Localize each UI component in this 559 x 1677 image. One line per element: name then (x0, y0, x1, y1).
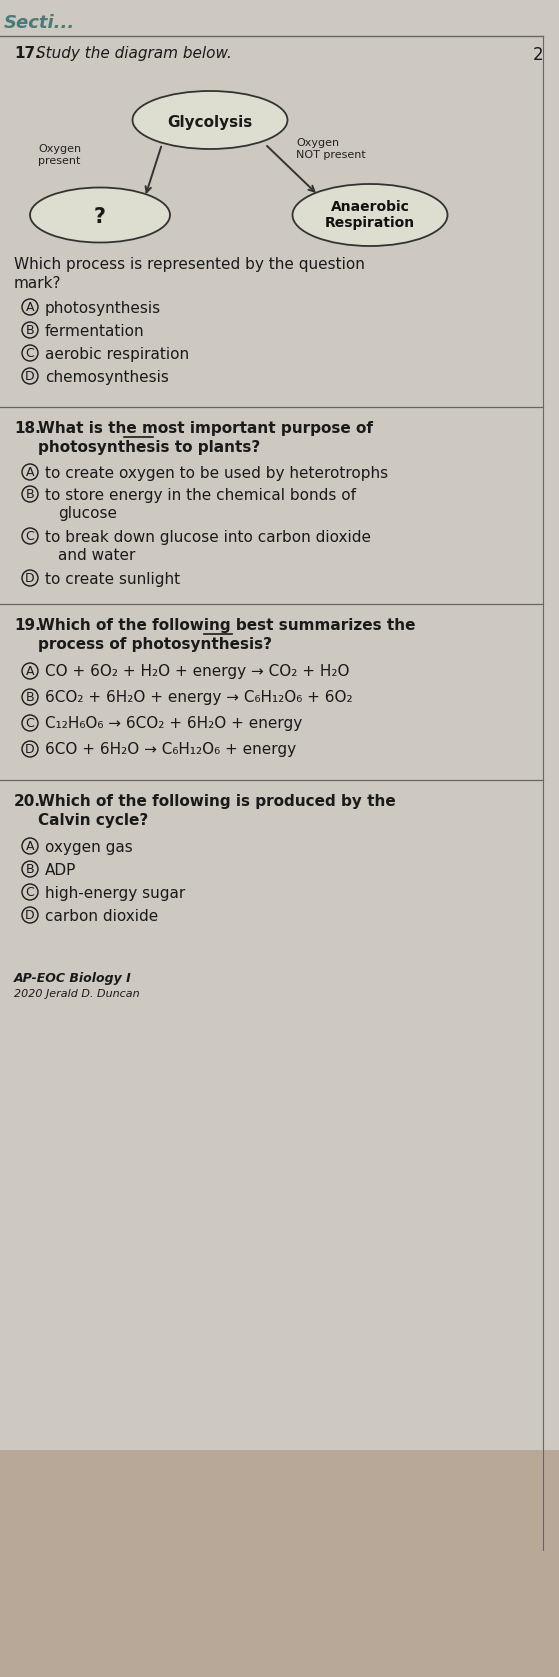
Text: C: C (26, 716, 34, 729)
Text: glucose: glucose (58, 506, 117, 522)
Text: A: A (26, 664, 34, 678)
Text: high-energy sugar: high-energy sugar (45, 885, 185, 901)
Text: B: B (26, 862, 34, 875)
Text: 6CO + 6H₂O → C₆H₁₂O₆ + energy: 6CO + 6H₂O → C₆H₁₂O₆ + energy (45, 741, 296, 756)
Text: to break down glucose into carbon dioxide: to break down glucose into carbon dioxid… (45, 530, 371, 545)
Text: to create sunlight: to create sunlight (45, 572, 180, 587)
Text: C: C (26, 885, 34, 899)
Text: Calvin cycle?: Calvin cycle? (38, 813, 148, 828)
Text: C₁₂H₆O₆ → 6CO₂ + 6H₂O + energy: C₁₂H₆O₆ → 6CO₂ + 6H₂O + energy (45, 716, 302, 731)
Text: 20.: 20. (14, 793, 41, 808)
Text: 6CO₂ + 6H₂O + energy → C₆H₁₂O₆ + 6O₂: 6CO₂ + 6H₂O + energy → C₆H₁₂O₆ + 6O₂ (45, 689, 353, 704)
Text: Study the diagram below.: Study the diagram below. (36, 45, 232, 60)
Ellipse shape (292, 184, 448, 247)
Ellipse shape (30, 188, 170, 243)
Text: aerobic respiration: aerobic respiration (45, 347, 189, 362)
Text: Anaerobic
Respiration: Anaerobic Respiration (325, 200, 415, 230)
Text: C: C (26, 347, 34, 359)
Text: CO + 6O₂ + H₂O + energy → CO₂ + H₂O: CO + 6O₂ + H₂O + energy → CO₂ + H₂O (45, 664, 349, 679)
Text: 18.: 18. (14, 421, 41, 436)
Text: Oxygen
present: Oxygen present (38, 144, 81, 166)
Text: D: D (25, 743, 35, 756)
Text: ADP: ADP (45, 864, 77, 879)
Text: B: B (26, 691, 34, 703)
Text: A: A (26, 300, 34, 314)
Text: oxygen gas: oxygen gas (45, 840, 132, 855)
Text: fermentation: fermentation (45, 324, 145, 339)
Text: Oxygen
NOT present: Oxygen NOT present (296, 138, 366, 159)
Text: A: A (26, 840, 34, 852)
Text: D: D (25, 909, 35, 921)
Text: B: B (26, 488, 34, 500)
Text: and water: and water (58, 548, 135, 563)
Text: process of photosynthesis?: process of photosynthesis? (38, 637, 272, 652)
Polygon shape (0, 1451, 559, 1677)
Text: A: A (26, 466, 34, 478)
Text: D: D (25, 369, 35, 382)
Text: Secti...: Secti... (4, 13, 75, 32)
Text: 17.: 17. (14, 45, 41, 60)
Text: photosynthesis to plants?: photosynthesis to plants? (38, 439, 260, 454)
Text: Which of the following best summarizes the: Which of the following best summarizes t… (38, 619, 415, 632)
Text: 2020 Jerald D. Duncan: 2020 Jerald D. Duncan (14, 989, 140, 999)
Text: Which process is represented by the question: Which process is represented by the ques… (14, 257, 365, 272)
Text: mark?: mark? (14, 277, 61, 292)
Text: Glycolysis: Glycolysis (167, 114, 253, 129)
Text: C: C (26, 530, 34, 542)
Text: AP-EOC Biology I: AP-EOC Biology I (14, 973, 132, 984)
Text: photosynthesis: photosynthesis (45, 300, 161, 315)
Text: Which of the following is produced by the: Which of the following is produced by th… (38, 793, 396, 808)
Text: B: B (26, 324, 34, 337)
Text: 19.: 19. (14, 619, 41, 632)
Text: to create oxygen to be used by heterotrophs: to create oxygen to be used by heterotro… (45, 466, 388, 481)
Text: What is the most important purpose of: What is the most important purpose of (38, 421, 373, 436)
Text: D: D (25, 572, 35, 585)
Ellipse shape (132, 91, 287, 149)
Text: chemosynthesis: chemosynthesis (45, 371, 169, 386)
Text: ?: ? (94, 206, 106, 226)
Text: 2: 2 (532, 45, 543, 64)
Text: carbon dioxide: carbon dioxide (45, 909, 158, 924)
Text: to store energy in the chemical bonds of: to store energy in the chemical bonds of (45, 488, 356, 503)
